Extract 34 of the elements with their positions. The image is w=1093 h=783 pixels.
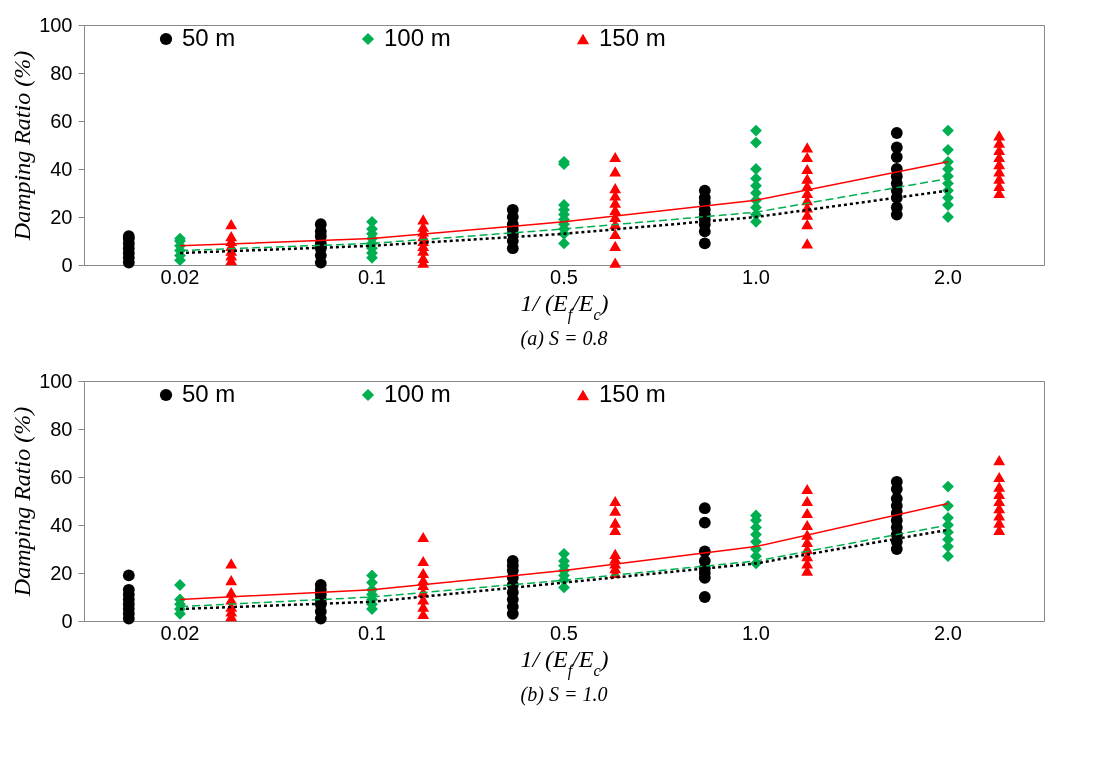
text: (b) S = 1.0 bbox=[520, 683, 608, 706]
y-tick-label: 100 bbox=[39, 13, 73, 36]
legend-label: 150 m bbox=[599, 380, 666, 407]
x-tick-label: 1.0 bbox=[742, 265, 770, 288]
y-tick-label: 20 bbox=[50, 205, 73, 228]
y-tick-label: 80 bbox=[50, 61, 73, 84]
y-tick-label: 60 bbox=[50, 109, 73, 132]
y-tick-label: 40 bbox=[50, 513, 73, 536]
legend-label: 100 m bbox=[384, 24, 451, 51]
y-tick-label: 60 bbox=[50, 465, 73, 488]
y-axis-title: Damping Ratio (%) bbox=[9, 406, 36, 598]
x-tick-label: 0.1 bbox=[358, 621, 386, 644]
x-tick-label: 0.5 bbox=[550, 265, 578, 288]
x-tick-label: 0.5 bbox=[550, 621, 578, 644]
legend-label: 100 m bbox=[384, 380, 451, 407]
y-tick-label: 0 bbox=[61, 253, 73, 276]
x-tick-label: 2.0 bbox=[934, 265, 962, 288]
x-tick-label: 1.0 bbox=[742, 621, 770, 644]
legend-label: 150 m bbox=[599, 24, 666, 51]
x-tick-label: 0.02 bbox=[160, 621, 200, 644]
y-tick-label: 80 bbox=[50, 417, 73, 440]
y-tick-label: 100 bbox=[39, 369, 73, 392]
y-tick-label: 20 bbox=[50, 561, 73, 584]
y-tick-label: 40 bbox=[50, 157, 73, 180]
legend-label: 50 m bbox=[182, 24, 236, 51]
legend-label: 50 m bbox=[182, 380, 236, 407]
x-tick-label: 0.02 bbox=[160, 265, 200, 288]
text: (a) S = 0.8 bbox=[520, 327, 608, 350]
x-axis-title: 1/ (E$_{f}$/E$_{c}$) bbox=[520, 645, 609, 679]
x-axis-title: 1/ (E$_{f}$/E$_{c}$) bbox=[520, 289, 609, 323]
x-tick-label: 2.0 bbox=[934, 621, 962, 644]
y-tick-label: 0 bbox=[61, 609, 73, 632]
x-tick-label: 0.1 bbox=[358, 265, 386, 288]
y-axis-title: Damping Ratio (%) bbox=[9, 50, 36, 242]
